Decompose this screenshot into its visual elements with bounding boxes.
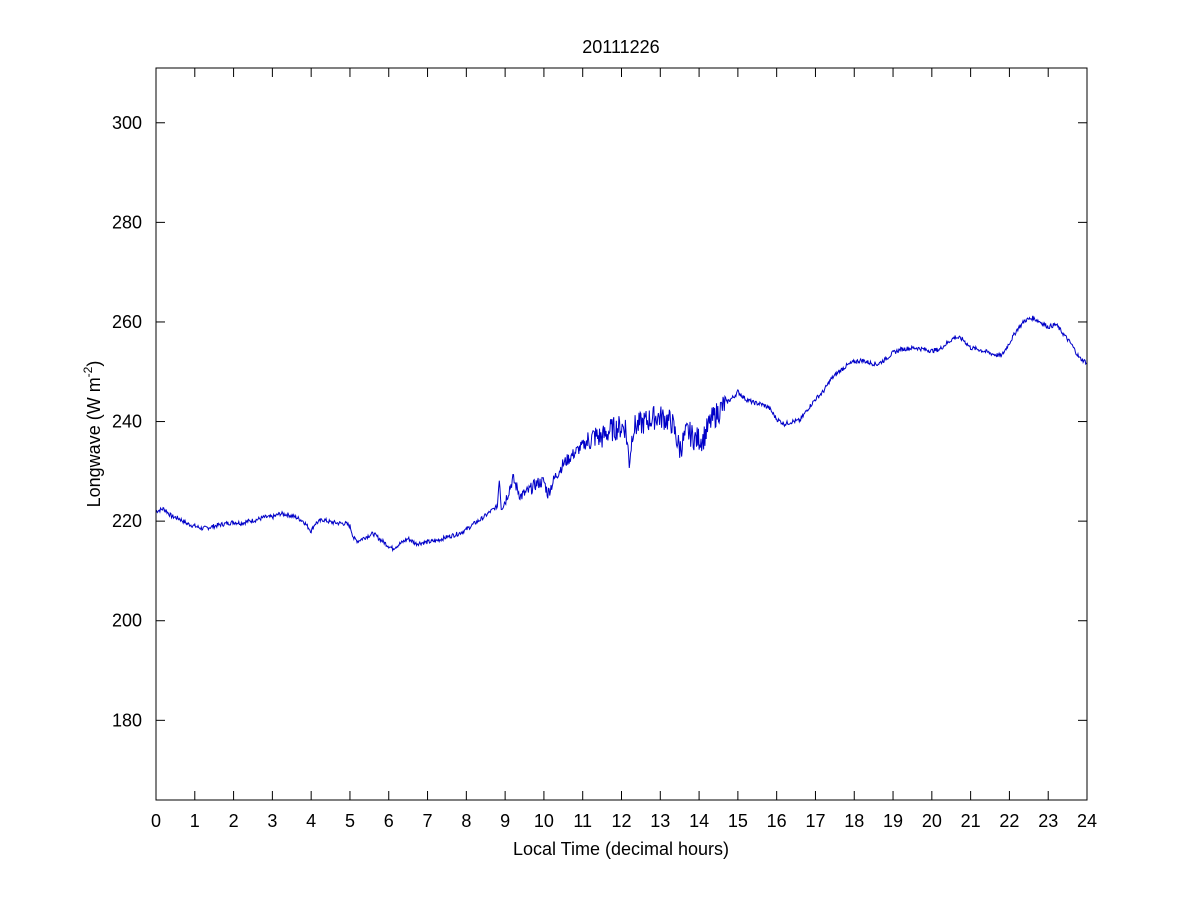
x-tick-label: 8 [461,811,471,831]
y-tick-label: 200 [112,611,142,631]
y-axis-title-text: Longwave (W m [84,377,104,507]
x-tick-label: 15 [728,811,748,831]
series-line [155,315,1088,553]
x-tick-label: 2 [229,811,239,831]
y-tick-label: 300 [112,113,142,133]
chart-title: 20111226 [582,37,659,57]
x-tick-label: 23 [1038,811,1058,831]
x-tick-label: 10 [534,811,554,831]
x-tick-label: 20 [922,811,942,831]
y-axis-title: Longwave (W m-2) [81,361,104,508]
y-axis-title-superscript: -2 [81,366,95,377]
x-tick-label: 14 [689,811,709,831]
x-tick-label: 0 [151,811,161,831]
x-tick-label: 18 [844,811,864,831]
y-axis: 180 200 220 240 260 280 300 [112,113,1087,730]
x-tick-label: 19 [883,811,903,831]
x-tick-label: 17 [805,811,825,831]
x-tick-label: 5 [345,811,355,831]
y-tick-label: 260 [112,312,142,332]
x-tick-label: 3 [267,811,277,831]
x-tick-label: 11 [573,811,592,831]
x-tick-label: 24 [1077,811,1097,831]
series-layer [155,315,1088,553]
y-tick-label: 280 [112,212,142,232]
x-tick-label: 13 [650,811,670,831]
x-axis: 0 1 2 3 4 5 6 7 8 9 10 11 12 13 14 15 16 17 18 19 20 21 22 23 24 [151,68,1097,831]
x-tick-label: 16 [767,811,787,831]
y-axis-title-suffix: ) [84,361,104,367]
x-tick-label: 6 [384,811,394,831]
x-tick-label: 9 [500,811,510,831]
y-tick-label: 220 [112,511,142,531]
x-tick-label: 22 [999,811,1019,831]
x-tick-label: 12 [611,811,631,831]
x-tick-label: 4 [306,811,316,831]
x-axis-title: Local Time (decimal hours) [513,839,729,859]
x-tick-label: 21 [961,811,981,831]
x-tick-label: 7 [423,811,433,831]
y-tick-label: 240 [112,412,142,432]
y-tick-label: 180 [112,710,142,730]
x-tick-label: 1 [190,811,200,831]
